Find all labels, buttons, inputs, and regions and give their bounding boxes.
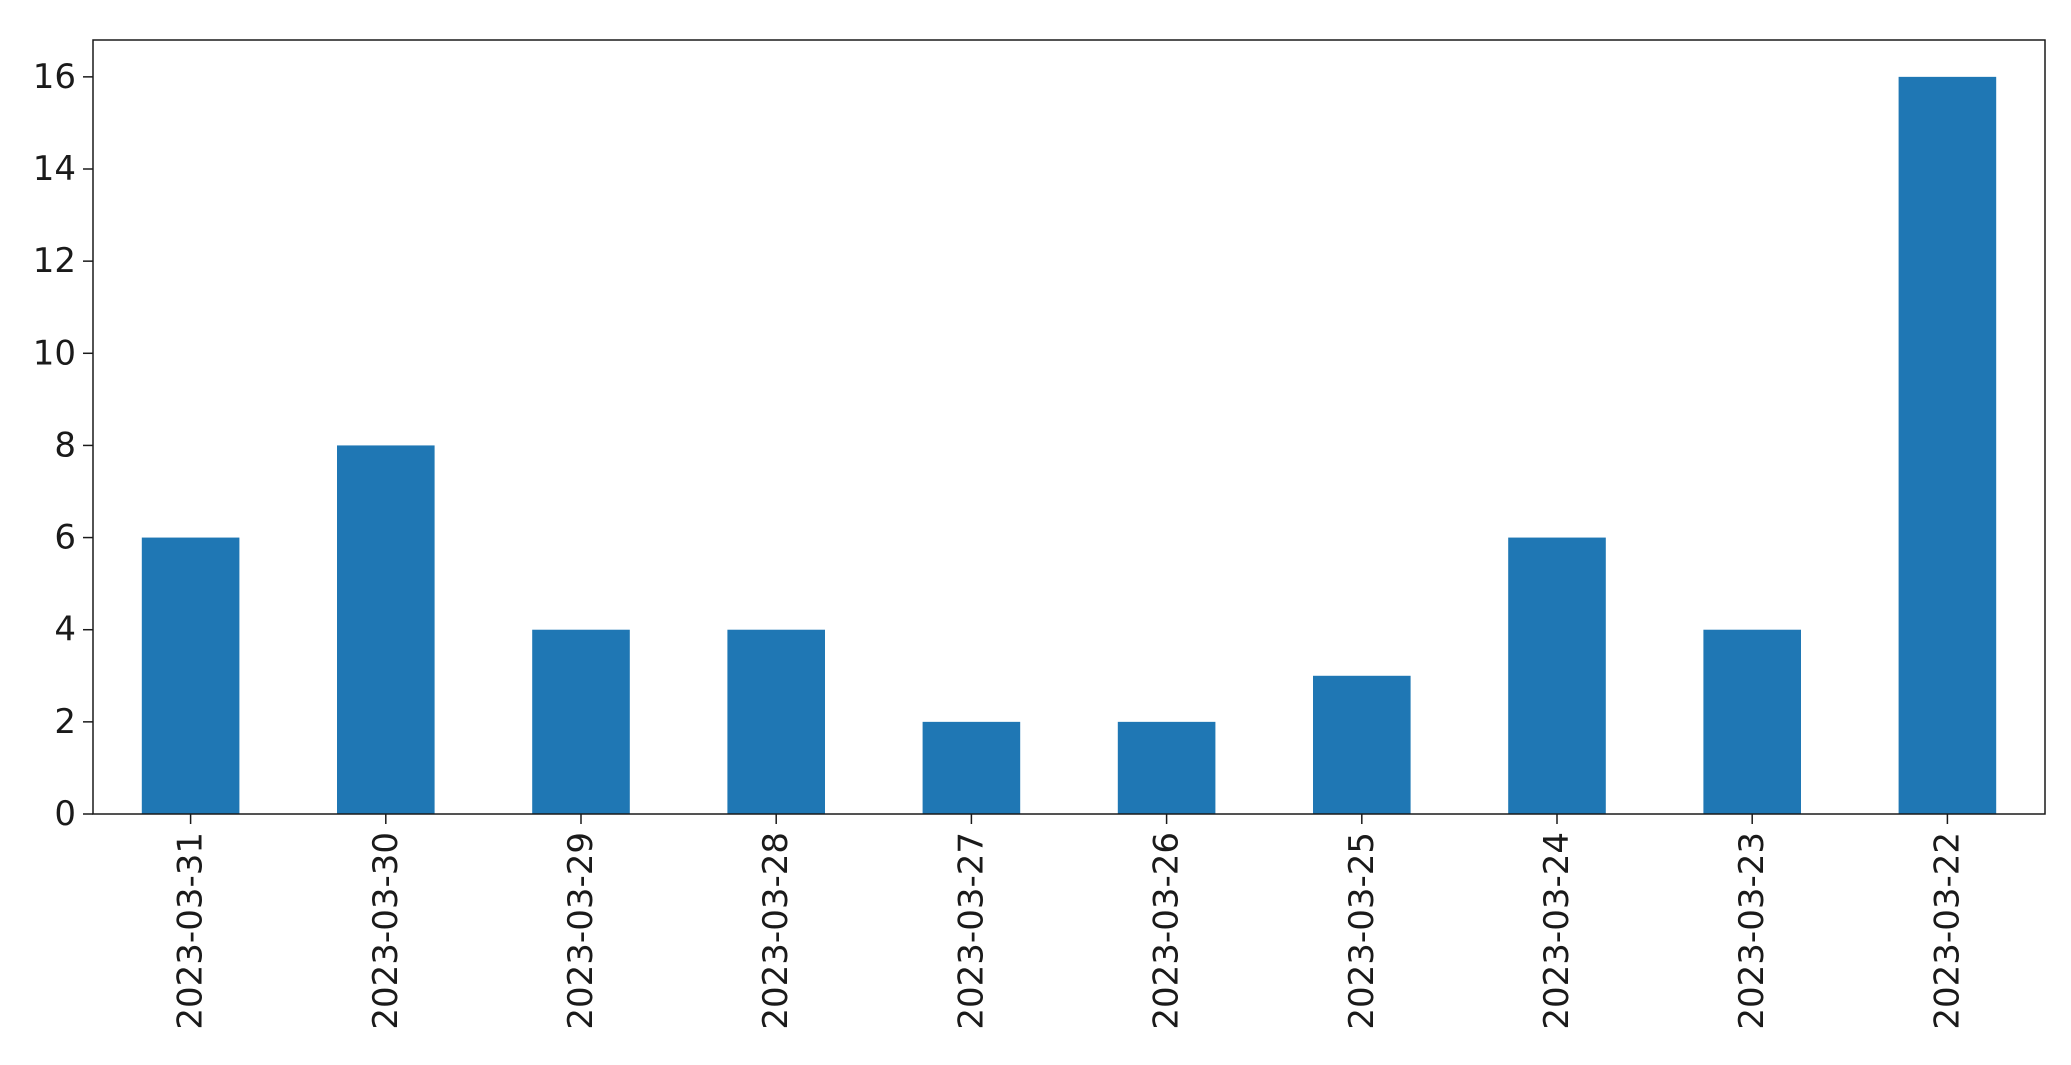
x-tick-label: 2023-03-24 (1537, 832, 1577, 1030)
x-tick-label: 2023-03-25 (1342, 832, 1382, 1030)
y-tick-label: 4 (54, 610, 76, 650)
bar-2023-03-28 (727, 629, 825, 814)
bar-2023-03-31 (141, 537, 240, 814)
y-tick-label: 10 (33, 333, 76, 373)
bar-2023-03-29 (532, 629, 630, 814)
bar-2023-03-26 (1117, 721, 1216, 814)
y-tick-label: 8 (54, 425, 76, 465)
plot-frame (92, 39, 2046, 815)
x-tick-label: 2023-03-23 (1732, 832, 1772, 1030)
x-tick-label: 2023-03-30 (366, 832, 406, 1030)
bars-layer (141, 76, 1997, 815)
x-tick-label: 2023-03-28 (756, 832, 796, 1030)
bar-2023-03-22 (1898, 76, 1997, 815)
bar-2023-03-24 (1508, 537, 1606, 814)
bar-2023-03-25 (1313, 675, 1411, 814)
x-axis: 2023-03-31 2023-03-30 2023-03-29 2023-03-28… (171, 814, 1967, 1030)
y-tick-label: 2 (54, 702, 76, 742)
bar-2023-03-27 (922, 721, 1021, 814)
x-tick-label: 2023-03-22 (1927, 832, 1967, 1030)
x-tick-label: 2023-03-26 (1147, 832, 1187, 1030)
y-tick-label: 0 (54, 794, 76, 834)
bar-2023-03-30 (337, 445, 435, 814)
y-tick-label: 14 (33, 149, 76, 189)
y-tick-label: 6 (54, 518, 76, 558)
y-tick-label: 16 (33, 57, 76, 97)
x-tick-label: 2023-03-31 (171, 832, 211, 1030)
bar-2023-03-23 (1703, 629, 1801, 814)
y-tick-label: 12 (33, 241, 76, 281)
x-tick-label: 2023-03-29 (561, 832, 601, 1030)
x-tick-label: 2023-03-27 (951, 832, 991, 1030)
y-axis: 0 2 4 6 8 10 12 14 16 (33, 57, 93, 834)
